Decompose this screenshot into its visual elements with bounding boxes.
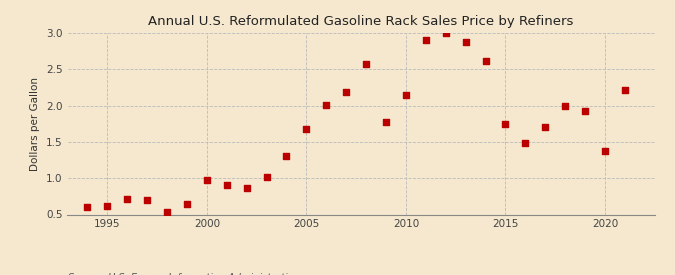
Point xyxy=(82,205,92,210)
Point xyxy=(281,154,292,159)
Point xyxy=(421,38,431,42)
Point xyxy=(381,119,392,124)
Point xyxy=(241,185,252,190)
Point xyxy=(360,62,371,67)
Point xyxy=(520,141,531,145)
Point xyxy=(201,177,212,182)
Text: Source: U.S. Energy Information Administration: Source: U.S. Energy Information Administ… xyxy=(68,273,299,275)
Point xyxy=(620,87,630,92)
Point xyxy=(580,108,591,113)
Point xyxy=(161,210,172,214)
Point xyxy=(440,31,451,35)
Point xyxy=(301,126,312,131)
Point xyxy=(400,92,411,97)
Point xyxy=(560,103,570,108)
Point xyxy=(480,58,491,63)
Point xyxy=(599,148,610,153)
Point xyxy=(102,204,113,208)
Point xyxy=(341,90,352,94)
Point xyxy=(182,201,192,206)
Y-axis label: Dollars per Gallon: Dollars per Gallon xyxy=(30,77,40,171)
Point xyxy=(540,125,551,130)
Point xyxy=(500,122,511,126)
Point xyxy=(122,197,132,202)
Point xyxy=(142,198,153,202)
Point xyxy=(460,40,471,45)
Title: Annual U.S. Reformulated Gasoline Rack Sales Price by Refiners: Annual U.S. Reformulated Gasoline Rack S… xyxy=(148,15,574,28)
Point xyxy=(261,175,272,180)
Point xyxy=(221,183,232,188)
Point xyxy=(321,103,331,107)
